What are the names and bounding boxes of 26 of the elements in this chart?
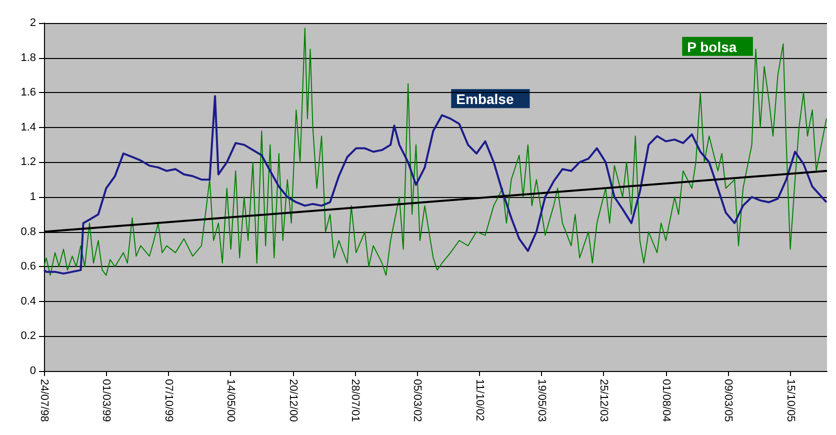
x-tick-label: 15/10/05: [784, 379, 796, 422]
y-tick-label: 0.8: [20, 226, 36, 238]
y-tick-label: 1.8: [20, 52, 36, 64]
x-tick-label: 28/07/01: [348, 379, 361, 422]
y-tick-label: 1.2: [20, 156, 36, 168]
x-tick-label: 11/10/02: [473, 379, 486, 422]
x-tick-label: 05/03/02: [411, 379, 424, 422]
y-tick-label: 0.6: [20, 260, 36, 273]
x-tick-label: 01/03/99: [100, 379, 112, 422]
y-tick-label: 0: [30, 365, 36, 377]
y-tick-label: 1.6: [20, 86, 36, 99]
x-tick-label: 19/05/03: [536, 379, 548, 422]
x-tick-label: 07/10/99: [162, 379, 174, 422]
x-tick-label: 09/03/05: [722, 379, 734, 422]
x-tick-label: 01/08/04: [660, 379, 672, 422]
series-label: P bolsa: [687, 38, 737, 55]
x-tick-label: 20/12/00: [286, 379, 299, 422]
x-tick-label: 24/07/98: [38, 379, 50, 422]
y-tick-label: 0.2: [20, 330, 36, 342]
series-label: Embalse: [456, 91, 514, 108]
y-tick-label: 0.4: [20, 295, 36, 308]
y-tick-label: 1.4: [20, 121, 36, 134]
x-tick-label: 14/05/00: [224, 379, 237, 422]
x-tick-label: 25/12/03: [598, 379, 610, 422]
y-tick-label: 2: [30, 17, 36, 29]
y-tick-label: 1: [30, 191, 36, 203]
